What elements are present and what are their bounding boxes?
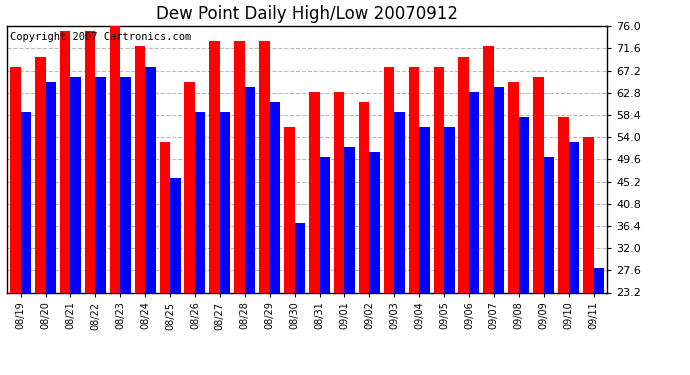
- Bar: [259, 41, 270, 292]
- Bar: [519, 117, 529, 292]
- Bar: [369, 152, 380, 292]
- Bar: [184, 82, 195, 292]
- Bar: [469, 92, 480, 292]
- Bar: [583, 137, 593, 292]
- Bar: [85, 31, 95, 292]
- Bar: [95, 76, 106, 292]
- Bar: [170, 177, 181, 292]
- Bar: [544, 158, 554, 292]
- Bar: [220, 112, 230, 292]
- Bar: [384, 67, 394, 292]
- Bar: [295, 223, 305, 292]
- Bar: [509, 82, 519, 292]
- Bar: [135, 46, 145, 292]
- Bar: [569, 142, 579, 292]
- Bar: [235, 41, 245, 292]
- Title: Dew Point Daily High/Low 20070912: Dew Point Daily High/Low 20070912: [156, 5, 458, 23]
- Bar: [10, 67, 21, 292]
- Bar: [359, 102, 369, 292]
- Bar: [494, 87, 504, 292]
- Bar: [159, 142, 170, 292]
- Bar: [408, 67, 419, 292]
- Bar: [110, 26, 120, 292]
- Bar: [419, 127, 430, 292]
- Bar: [444, 127, 455, 292]
- Bar: [334, 92, 344, 292]
- Bar: [284, 127, 295, 292]
- Bar: [593, 268, 604, 292]
- Bar: [533, 76, 544, 292]
- Bar: [433, 67, 444, 292]
- Bar: [270, 102, 280, 292]
- Text: Copyright 2007 Cartronics.com: Copyright 2007 Cartronics.com: [10, 32, 191, 42]
- Bar: [209, 41, 220, 292]
- Bar: [120, 76, 130, 292]
- Bar: [35, 57, 46, 292]
- Bar: [46, 82, 56, 292]
- Bar: [319, 158, 330, 292]
- Bar: [21, 112, 31, 292]
- Bar: [484, 46, 494, 292]
- Bar: [558, 117, 569, 292]
- Bar: [145, 67, 156, 292]
- Bar: [70, 76, 81, 292]
- Bar: [458, 57, 469, 292]
- Bar: [245, 87, 255, 292]
- Bar: [195, 112, 206, 292]
- Bar: [309, 92, 319, 292]
- Bar: [394, 112, 405, 292]
- Bar: [344, 147, 355, 292]
- Bar: [60, 31, 70, 292]
